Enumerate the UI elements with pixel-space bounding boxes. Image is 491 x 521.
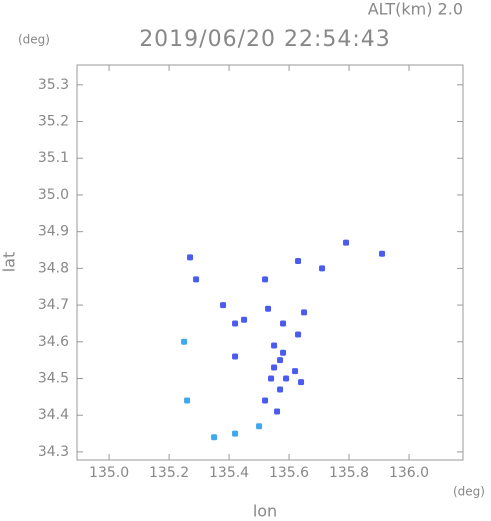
echo-point bbox=[274, 408, 281, 415]
echo-point bbox=[262, 276, 269, 283]
echo-point bbox=[220, 302, 227, 309]
echo-point bbox=[277, 357, 284, 364]
y-tick-label: 34.7 bbox=[38, 297, 69, 313]
echo-point bbox=[184, 397, 191, 404]
echo-point bbox=[301, 309, 308, 316]
echo-point bbox=[277, 386, 284, 393]
echo-point bbox=[262, 397, 269, 404]
y-tick-label: 35.0 bbox=[38, 187, 69, 203]
echo-point bbox=[268, 375, 275, 382]
y-tick-label: 34.5 bbox=[38, 371, 69, 387]
x-tick-label: 136.0 bbox=[389, 465, 429, 481]
y-tick-label: 35.1 bbox=[38, 150, 69, 166]
y-tick-label: 35.2 bbox=[38, 114, 69, 130]
echo-point bbox=[181, 338, 188, 345]
echo-point bbox=[232, 430, 239, 437]
echo-point bbox=[379, 250, 386, 257]
y-tick-label: 35.3 bbox=[38, 77, 69, 93]
x-tick-label: 135.0 bbox=[89, 465, 129, 481]
echo-point bbox=[295, 331, 302, 338]
y-tick-label: 34.4 bbox=[38, 407, 69, 423]
echo-point bbox=[271, 364, 278, 371]
echo-point bbox=[319, 265, 326, 272]
echo-point bbox=[232, 320, 239, 327]
chart-title: 2019/06/20 22:54:43 bbox=[139, 27, 391, 52]
echo-point bbox=[295, 258, 302, 265]
echo-point bbox=[343, 239, 350, 246]
echo-point bbox=[193, 276, 200, 283]
echo-point bbox=[187, 254, 194, 261]
echo-point bbox=[280, 349, 287, 356]
echo-point bbox=[265, 305, 272, 312]
y-tick-label: 34.3 bbox=[38, 444, 69, 460]
echo-point bbox=[211, 434, 218, 441]
echo-point bbox=[271, 342, 278, 349]
echo-point bbox=[292, 368, 299, 375]
echo-point bbox=[298, 379, 305, 386]
plot-frame bbox=[76, 64, 464, 461]
x-unit: (deg) bbox=[453, 485, 485, 499]
x-tick-label: 135.6 bbox=[269, 465, 309, 481]
echo-point bbox=[280, 320, 287, 327]
x-axis-label: lon bbox=[253, 502, 277, 521]
echo-point bbox=[241, 316, 248, 323]
x-tick-label: 135.2 bbox=[149, 465, 189, 481]
y-unit: (deg) bbox=[18, 33, 50, 47]
y-tick-label: 34.9 bbox=[38, 224, 69, 240]
x-tick-label: 135.4 bbox=[209, 465, 249, 481]
y-tick-label: 34.8 bbox=[38, 260, 69, 276]
y-tick-label: 34.6 bbox=[38, 334, 69, 350]
x-tick-label: 135.8 bbox=[329, 465, 369, 481]
echo-point bbox=[283, 375, 290, 382]
y-axis-label: lat bbox=[0, 252, 19, 273]
echo-point bbox=[232, 353, 239, 360]
altitude-label: ALT(km) 2.0 bbox=[368, 0, 463, 19]
echo-point bbox=[256, 423, 263, 430]
